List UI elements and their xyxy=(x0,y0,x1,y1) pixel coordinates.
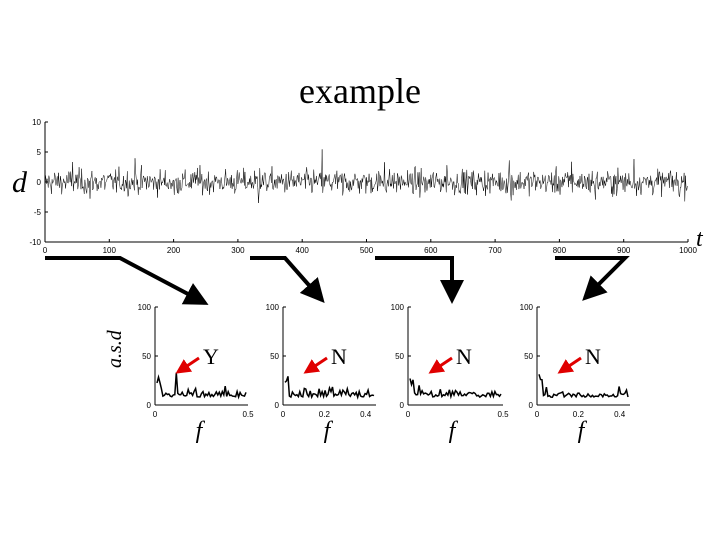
spectrum-x-label-f: f xyxy=(196,418,206,444)
spectrum-annotation-arrow xyxy=(303,356,328,374)
spectrum-line xyxy=(409,378,502,400)
x-tick-label: 0 xyxy=(43,246,48,255)
x-tick-label: 700 xyxy=(488,246,502,255)
x-axis-label-t: t xyxy=(696,226,703,252)
y-tick-label: -10 xyxy=(29,238,41,247)
y-tick-label: 10 xyxy=(32,118,41,127)
segment-arrow-1 xyxy=(45,256,209,305)
spectrum-panel-2: 100 50 00 0.2 0.4 Nf xyxy=(266,303,376,444)
spectrum-x-label-f: f xyxy=(578,418,588,444)
spectrum-panel-3: 100 50 00 0.5 Nf xyxy=(391,303,509,444)
segment-arrows xyxy=(45,256,630,305)
y-tick-label: 0 xyxy=(37,178,42,187)
spectrum-line xyxy=(156,372,247,400)
y-axis-label-d: d xyxy=(12,166,27,199)
spectrum-annotation-arrow xyxy=(175,356,200,374)
spectrum-x-tick-label: 0.4 xyxy=(614,410,626,419)
spectrum-x-tick-label: 0.5 xyxy=(497,410,509,419)
spectrum-y-tick-label: 50 xyxy=(395,352,404,361)
spectrum-annotation-arrow xyxy=(557,356,582,374)
spectrum-annotation-label: N xyxy=(585,344,601,369)
spectrum-x-label-f: f xyxy=(324,418,334,444)
spectrum-annotation-arrow xyxy=(428,356,453,374)
spectrum-x-tick-label: 0.4 xyxy=(360,410,372,419)
x-tick-label: 300 xyxy=(231,246,245,255)
segment-arrow-4 xyxy=(555,256,630,301)
spectrum-y-tick-label: 0 xyxy=(147,401,152,410)
spectrum-x-tick-label: 0 xyxy=(281,410,286,419)
x-tick-label: 1000 xyxy=(679,246,697,255)
spectrum-annotation-label: N xyxy=(331,344,347,369)
x-tick-label: 600 xyxy=(424,246,438,255)
spectrum-y-tick-label: 0 xyxy=(275,401,280,410)
spectrum-y-tick-label: 0 xyxy=(400,401,405,410)
spectrum-x-tick-label: 0.5 xyxy=(242,410,254,419)
spectrum-y-tick-label: 100 xyxy=(266,303,280,312)
spectrum-annotation-label: N xyxy=(456,344,472,369)
spectrum-x-tick-label: 0 xyxy=(535,410,540,419)
x-tick-label: 900 xyxy=(617,246,631,255)
time-series-plot: 0 100 200 300 400 500 600 700 800 900 1000 10 5 0 -5 -1… xyxy=(29,118,697,255)
spectrum-y-tick-label: 50 xyxy=(270,352,279,361)
spectrum-annotation-label: Y xyxy=(203,344,219,369)
spectrum-y-tick-label: 50 xyxy=(142,352,151,361)
time-series-line xyxy=(44,149,688,203)
spectrum-x-tick-label: 0 xyxy=(153,410,158,419)
spectrum-panel-1: 100 50 00 0.5 Yf xyxy=(138,303,254,444)
spectrum-x-label-f: f xyxy=(449,418,459,444)
y-tick-label: 5 xyxy=(37,148,42,157)
spectrum-y-tick-label: 50 xyxy=(524,352,533,361)
spectrum-x-tick-label: 0 xyxy=(406,410,411,419)
y-tick-label: -5 xyxy=(34,208,42,217)
spectrum-x-tick-label: 0.2 xyxy=(319,410,331,419)
x-tick-label: 800 xyxy=(553,246,567,255)
spectrum-y-tick-label: 100 xyxy=(391,303,405,312)
spectrum-panel-4: 100 50 00 0.2 0.4 Nf xyxy=(520,303,630,444)
segment-arrow-2 xyxy=(250,256,325,304)
spectrum-x-tick-label: 0.2 xyxy=(573,410,585,419)
x-tick-label: 100 xyxy=(103,246,117,255)
x-tick-label: 200 xyxy=(167,246,181,255)
spectrum-y-tick-label: 100 xyxy=(520,303,534,312)
spectrum-y-tick-label: 0 xyxy=(529,401,534,410)
chart-title: example xyxy=(299,71,421,111)
spectrum-line xyxy=(284,376,375,400)
x-tick-label: 500 xyxy=(360,246,374,255)
segment-arrow-3 xyxy=(375,256,464,304)
spectrum-y-tick-label: 100 xyxy=(138,303,152,312)
x-tick-label: 400 xyxy=(296,246,310,255)
spectrum-line xyxy=(538,374,629,399)
